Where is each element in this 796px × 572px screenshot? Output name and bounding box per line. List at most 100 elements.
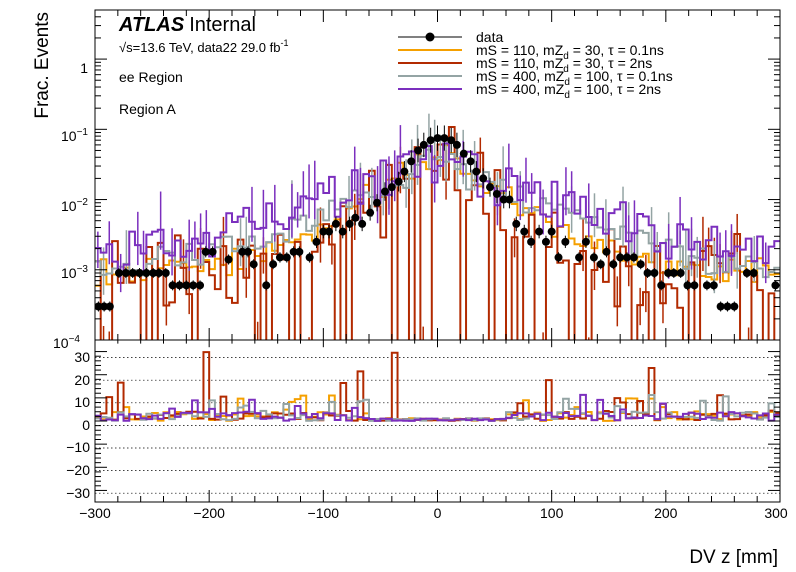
ratio-tick-label: 10 <box>74 394 90 410</box>
data-point <box>331 219 340 228</box>
data-point <box>749 268 758 277</box>
legend-entry-data: data <box>398 29 503 45</box>
legend-entry-s2: mS = 110, mZd = 30, τ = 2ns <box>398 55 652 75</box>
data-point <box>520 227 529 236</box>
data-point <box>459 149 468 158</box>
data-point <box>512 219 521 228</box>
data-point <box>466 157 475 166</box>
data-point <box>575 253 584 262</box>
data-point <box>161 268 170 277</box>
data-point <box>664 268 673 277</box>
data-point <box>182 281 191 290</box>
y-axis-title: Frac. Events <box>32 12 53 119</box>
ratio-axis-ticks <box>95 351 780 491</box>
legend-entry-s3: mS = 400, mZd = 100, τ = 0.1ns <box>398 68 673 88</box>
data-point <box>319 227 328 236</box>
legend-label: mS = 110, mZd = 30, τ = 0.1ns <box>476 42 664 62</box>
data-point <box>683 281 692 290</box>
data-marker-icon <box>425 32 435 42</box>
data-point <box>105 302 114 311</box>
y-tick-label: 10−1 <box>61 127 88 144</box>
signal-histograms <box>95 113 780 340</box>
data-point <box>609 260 618 269</box>
ratio-tick-label: −10 <box>66 439 90 455</box>
data-point <box>479 174 488 183</box>
data-point <box>400 167 409 176</box>
data-point <box>690 281 699 290</box>
data-point <box>702 281 711 290</box>
x-tick-label: −100 <box>308 505 340 521</box>
energy-lumi-label: √s=13.6 TeV, data22 29.0 fb-1 <box>119 38 289 55</box>
data-point <box>486 183 495 192</box>
data-point <box>394 177 403 186</box>
data-point <box>262 281 271 290</box>
data-point <box>505 195 514 204</box>
x-tick-label: −300 <box>79 505 111 521</box>
region-label: ee Region <box>119 69 183 85</box>
data-point <box>589 253 598 262</box>
data-point <box>149 268 158 277</box>
data-point <box>419 140 428 149</box>
data-point <box>201 247 210 256</box>
data-point <box>325 227 334 236</box>
data-point <box>547 227 556 236</box>
data-point <box>554 253 563 262</box>
data-point <box>596 260 605 269</box>
data-point <box>541 237 550 246</box>
data-point <box>208 247 217 256</box>
legend-label: data <box>476 29 503 45</box>
data-point <box>629 253 638 262</box>
x-tick-label: 300 <box>764 505 788 521</box>
x-tick-labels: −300 −200 −100 0 100 200 300 <box>79 505 788 521</box>
data-point <box>452 140 461 149</box>
data-point <box>338 227 347 236</box>
data-point <box>709 281 718 290</box>
data-point <box>243 247 252 256</box>
legend-entry-s1: mS = 110, mZd = 30, τ = 0.1ns <box>398 42 664 62</box>
atlas-label: ATLAS Internal <box>118 14 256 36</box>
subregion-label: Region A <box>119 101 176 117</box>
data-point <box>616 253 625 262</box>
data-point <box>196 281 205 290</box>
data-point <box>527 237 536 246</box>
data-point <box>602 247 611 256</box>
ratio-tick-label: 20 <box>74 372 90 388</box>
legend-label: mS = 110, mZd = 30, τ = 2ns <box>476 55 652 75</box>
data-point <box>121 268 130 277</box>
data-point <box>275 253 284 262</box>
data-point <box>114 268 123 277</box>
y-tick-label: 10−4 <box>53 334 80 351</box>
data-point <box>561 237 570 246</box>
legend-entry-s4: mS = 400, mZd = 100, τ = 2ns <box>398 81 661 101</box>
data-point <box>224 255 233 264</box>
data-point <box>440 134 449 143</box>
data-point <box>358 219 367 228</box>
y-tick-labels: 10−4 10−3 10−2 10−1 1 <box>53 60 88 351</box>
ratio-tick-label: −30 <box>66 485 90 501</box>
x-tick-label: −200 <box>193 505 225 521</box>
legend-label: mS = 400, mZd = 100, τ = 0.1ns <box>476 68 673 88</box>
data-point <box>142 268 151 277</box>
data-point <box>636 260 645 269</box>
data-point <box>168 281 177 290</box>
data-point <box>730 302 739 311</box>
x-tick-label: 100 <box>540 505 564 521</box>
data-point <box>305 253 314 262</box>
data-point <box>623 253 632 262</box>
data-point <box>351 213 360 222</box>
data-point <box>657 281 666 290</box>
data-point <box>135 268 144 277</box>
x-tick-label: 0 <box>434 505 442 521</box>
data-point <box>433 134 442 143</box>
x-axis-title: DV z [mm] <box>689 547 778 568</box>
data-point <box>581 237 590 246</box>
data-point <box>175 281 184 290</box>
data-points <box>95 125 780 312</box>
ratio-tick-label: 0 <box>82 417 90 433</box>
data-point <box>447 136 456 145</box>
y-tick-label: 10−3 <box>61 264 88 281</box>
data-point <box>472 167 481 176</box>
data-point <box>289 247 298 256</box>
data-point <box>499 195 508 204</box>
